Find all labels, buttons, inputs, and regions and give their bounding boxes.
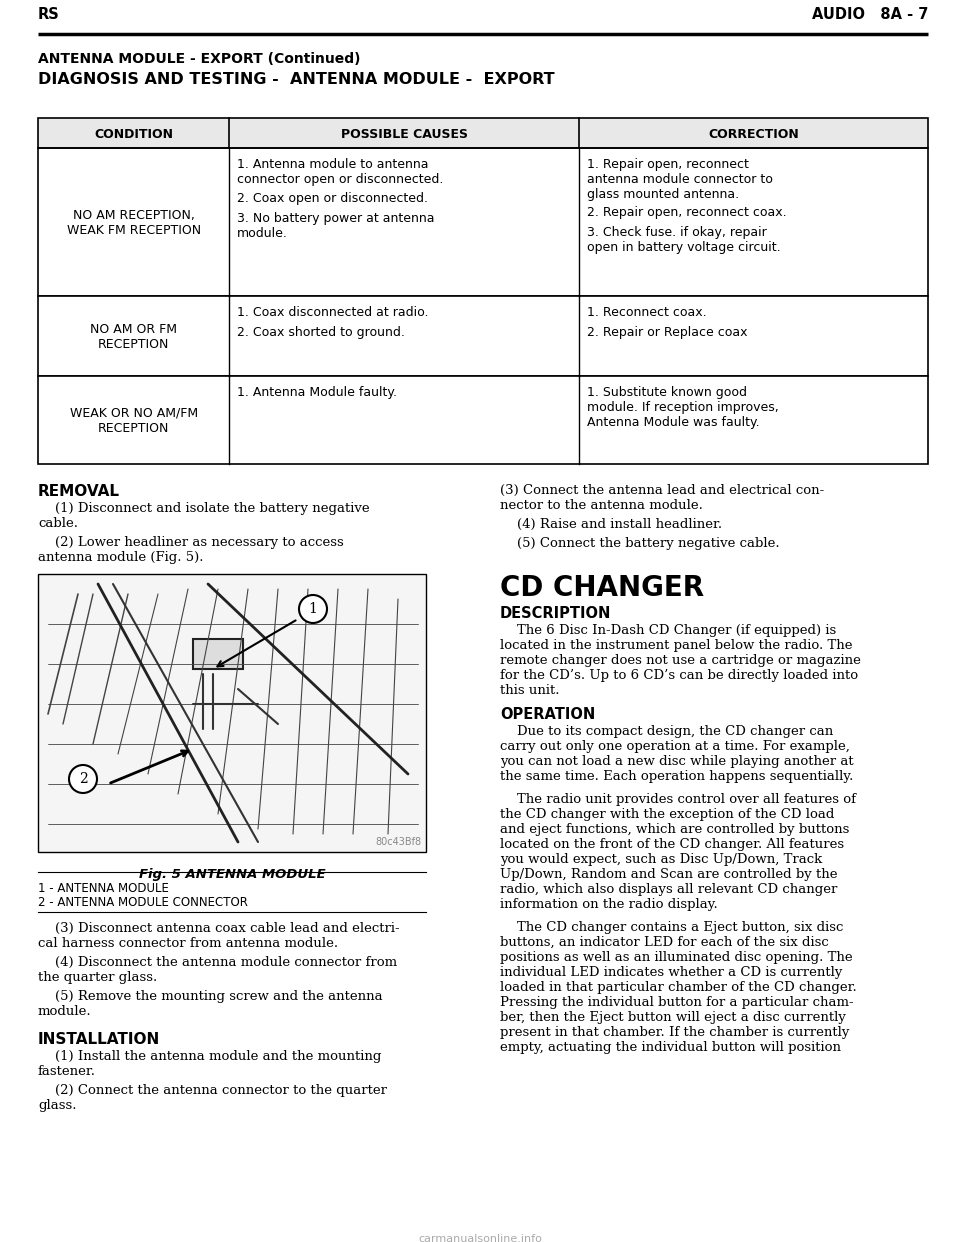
Text: (1) Disconnect and isolate the battery negative
cable.: (1) Disconnect and isolate the battery n… [38,502,370,530]
Text: OPERATION: OPERATION [500,707,595,722]
Text: (2) Lower headliner as necessary to access
antenna module (Fig. 5).: (2) Lower headliner as necessary to acce… [38,537,344,564]
Text: 1: 1 [308,602,318,616]
Text: CORRECTION: CORRECTION [708,128,799,140]
Text: WEAK OR NO AM/FM
RECEPTION: WEAK OR NO AM/FM RECEPTION [70,407,198,435]
Text: (3) Disconnect antenna coax cable lead and electri-
cal harness connector from a: (3) Disconnect antenna coax cable lead a… [38,922,399,950]
Text: 2: 2 [79,773,87,786]
Text: carmanualsonline.info: carmanualsonline.info [418,1235,542,1242]
Bar [38,574,426,852]
Text: DIAGNOSIS AND TESTING -  ANTENNA MODULE -  EXPORT: DIAGNOSIS AND TESTING - ANTENNA MODULE -… [38,72,555,87]
Text: 2 - ANTENNA MODULE CONNECTOR: 2 - ANTENNA MODULE CONNECTOR [38,895,248,909]
Text: ANTENNA MODULE - EXPORT (Continued): ANTENNA MODULE - EXPORT (Continued) [38,52,361,66]
Text: AUDIO   8A - 7: AUDIO 8A - 7 [811,7,928,22]
Bar [38,118,928,148]
Text: Due to its compact design, the CD changer can
carry out only one operation at a : Due to its compact design, the CD change… [500,725,853,782]
Text: 1. Substitute known good
module. If reception improves,
Antenna Module was fault: 1. Substitute known good module. If rece… [588,386,779,428]
Text: NO AM OR FM
RECEPTION: NO AM OR FM RECEPTION [90,323,178,351]
Text: (2) Connect the antenna connector to the quarter
glass.: (2) Connect the antenna connector to the… [38,1084,387,1112]
Text: 2. Repair or Replace coax: 2. Repair or Replace coax [588,325,748,339]
Text: DESCRIPTION: DESCRIPTION [500,606,612,621]
Text: The CD changer contains a Eject button, six disc
buttons, an indicator LED for e: The CD changer contains a Eject button, … [500,922,856,1054]
Text: NO AM RECEPTION,
WEAK FM RECEPTION: NO AM RECEPTION, WEAK FM RECEPTION [66,209,201,237]
Text: 80c43Bf8: 80c43Bf8 [374,837,421,847]
Bar [38,296,928,376]
Text: (5) Remove the mounting screw and the antenna
module.: (5) Remove the mounting screw and the an… [38,990,383,1018]
Text: (4) Raise and install headliner.: (4) Raise and install headliner. [500,518,722,532]
Text: 1. Antenna module to antenna
connector open or disconnected.: 1. Antenna module to antenna connector o… [237,158,444,186]
Text: The radio unit provides control over all features of
the CD changer with the exc: The radio unit provides control over all… [500,792,856,910]
Bar [193,638,243,669]
Text: 2. Repair open, reconnect coax.: 2. Repair open, reconnect coax. [588,206,787,219]
Text: Fig. 5 ANTENNA MODULE: Fig. 5 ANTENNA MODULE [138,868,325,881]
Bar [38,118,928,148]
Circle shape [299,595,327,623]
Text: (5) Connect the battery negative cable.: (5) Connect the battery negative cable. [500,537,780,550]
Text: 2. Coax shorted to ground.: 2. Coax shorted to ground. [237,325,405,339]
Text: RS: RS [38,7,60,22]
Text: 1. Repair open, reconnect
antenna module connector to
glass mounted antenna.: 1. Repair open, reconnect antenna module… [588,158,773,201]
Text: CONDITION: CONDITION [94,128,173,140]
Text: 3. Check fuse. if okay, repair
open in battery voltage circuit.: 3. Check fuse. if okay, repair open in b… [588,226,780,255]
Text: 2. Coax open or disconnected.: 2. Coax open or disconnected. [237,193,428,205]
Text: 3. No battery power at antenna
module.: 3. No battery power at antenna module. [237,212,435,240]
Bar [38,376,928,465]
Text: REMOVAL: REMOVAL [38,484,120,499]
Text: CD CHANGER: CD CHANGER [500,574,704,602]
Text: 1. Antenna Module faulty.: 1. Antenna Module faulty. [237,386,397,399]
Text: 1. Reconnect coax.: 1. Reconnect coax. [588,306,707,319]
Text: 1. Coax disconnected at radio.: 1. Coax disconnected at radio. [237,306,429,319]
Text: (1) Install the antenna module and the mounting
fastener.: (1) Install the antenna module and the m… [38,1049,381,1078]
Text: INSTALLATION: INSTALLATION [38,1032,160,1047]
Text: (3) Connect the antenna lead and electrical con-
nector to the antenna module.: (3) Connect the antenna lead and electri… [500,484,825,512]
Text: The 6 Disc In-Dash CD Changer (if equipped) is
located in the instrument panel b: The 6 Disc In-Dash CD Changer (if equipp… [500,623,861,697]
Text: POSSIBLE CAUSES: POSSIBLE CAUSES [341,128,468,140]
Text: (4) Disconnect the antenna module connector from
the quarter glass.: (4) Disconnect the antenna module connec… [38,956,397,984]
Text: 1 - ANTENNA MODULE: 1 - ANTENNA MODULE [38,882,169,895]
Bar [38,148,928,296]
Circle shape [69,765,97,792]
